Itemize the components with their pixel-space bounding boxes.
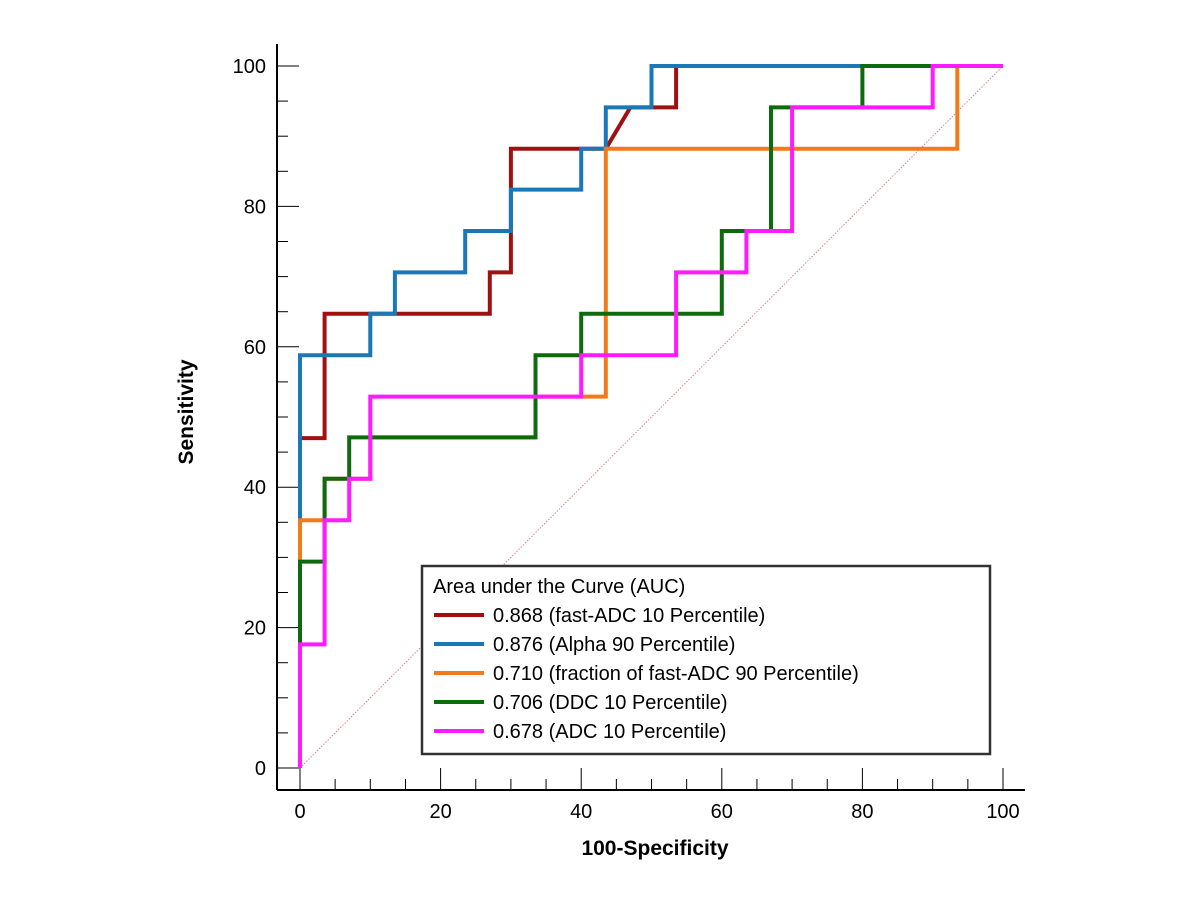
legend-entry: 0.868 (fast-ADC 10 Percentile) xyxy=(493,605,765,627)
roc-curve-series-1 xyxy=(298,64,1003,768)
roc-curve-series-4 xyxy=(298,64,1003,768)
y-tick-label: 100 xyxy=(233,56,266,78)
x-tick-label: 60 xyxy=(711,801,733,823)
x-tick-label: 0 xyxy=(294,801,305,823)
legend-entry: 0.706 (DDC 10 Percentile) xyxy=(493,692,728,714)
y-tick-label: 40 xyxy=(244,477,266,499)
x-tick-label: 40 xyxy=(570,801,592,823)
legend-title: Area under the Curve (AUC) xyxy=(433,576,685,598)
legend-entry: 0.710 (fraction of fast-ADC 90 Percentil… xyxy=(493,663,859,685)
y-tick-label: 80 xyxy=(244,196,266,218)
reference-layer xyxy=(299,65,1004,769)
y-tick-label: 60 xyxy=(244,337,266,359)
reference-diagonal xyxy=(299,65,1004,769)
roc-curve-series-2 xyxy=(298,64,1003,768)
legend-entry: 0.678 (ADC 10 Percentile) xyxy=(493,721,726,743)
roc-curve-series-5 xyxy=(298,64,1003,768)
legend: Area under the Curve (AUC) 0.868 (fast-AD… xyxy=(420,564,992,756)
legend-box xyxy=(420,564,992,756)
x-axis-title: 100-Specificity xyxy=(581,837,728,860)
y-axis-title: Sensitivity xyxy=(175,359,198,464)
y-tick-label: 20 xyxy=(244,618,266,640)
series-layer xyxy=(298,64,1003,768)
x-tick-label: 20 xyxy=(429,801,451,823)
x-tick-label: 80 xyxy=(851,801,873,823)
y-tick-label: 0 xyxy=(255,758,266,780)
legend-entry: 0.876 (Alpha 90 Percentile) xyxy=(493,634,735,656)
x-tick-label: 100 xyxy=(986,801,1019,823)
axes: 0 20 40 60 80 100 0 20 40 60 80 100 xyxy=(233,44,1025,823)
